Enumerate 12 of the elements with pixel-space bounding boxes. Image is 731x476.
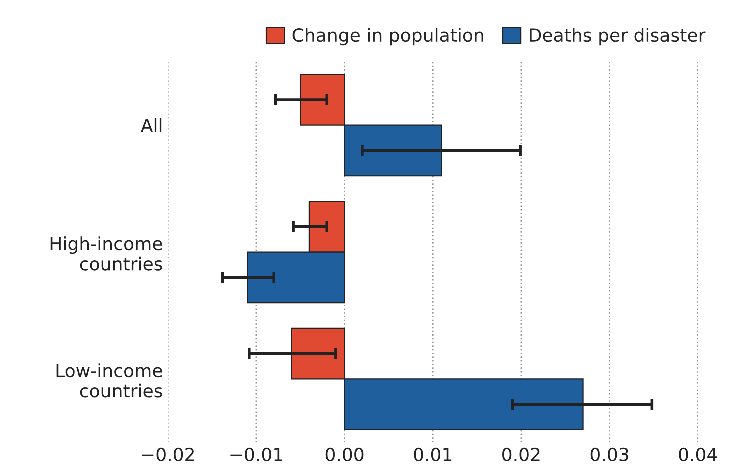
legend-label: Change in population — [292, 28, 484, 46]
x-tick-label: −0.02 — [142, 448, 194, 462]
x-tick-label: −0.01 — [230, 448, 282, 462]
x-tick-label: 0.02 — [502, 448, 540, 462]
x-tick-label: 0.04 — [679, 448, 718, 462]
legend-label: Deaths per disaster — [530, 28, 706, 46]
x-tick-label: 0.00 — [326, 448, 364, 462]
y-tick-label: Low-income countries — [56, 364, 162, 398]
y-tick-label: High-income countries — [50, 236, 162, 271]
y-tick-label: All — [141, 118, 162, 132]
x-tick-label: 0.03 — [590, 448, 628, 462]
x-tick-label: 0.01 — [414, 448, 452, 462]
